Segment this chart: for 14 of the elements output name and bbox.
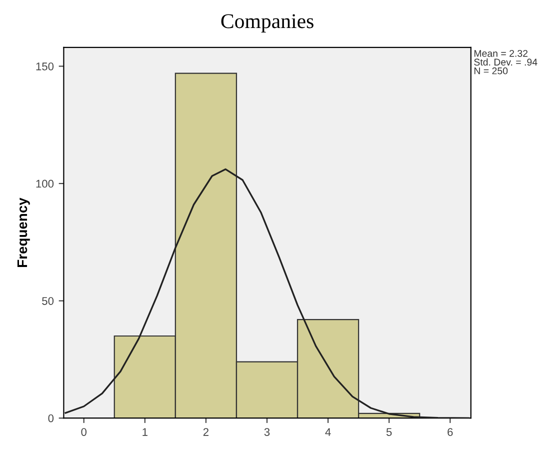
text: Mean = 2.32 Std. Dev. = .94 N = 250 [474, 50, 538, 74]
x-tick-label: 6 [448, 428, 453, 436]
x-tick-label: 2 [203, 428, 208, 436]
x-tick-label: 4 [325, 428, 331, 436]
x-tick-label: 3 [264, 428, 270, 436]
y-tick-label: 150 [36, 62, 54, 70]
y-tick-label: 50 [42, 297, 54, 305]
x-tick-label: 1 [142, 428, 148, 436]
x-tick-label: 5 [386, 428, 392, 436]
chart-title: Companies [221, 14, 314, 32]
y-tick-label: 0 [48, 414, 54, 422]
y-axis-title: Frequency [17, 198, 30, 267]
y-tick-label: 100 [36, 180, 54, 188]
x-tick-label: 0 [81, 428, 87, 436]
